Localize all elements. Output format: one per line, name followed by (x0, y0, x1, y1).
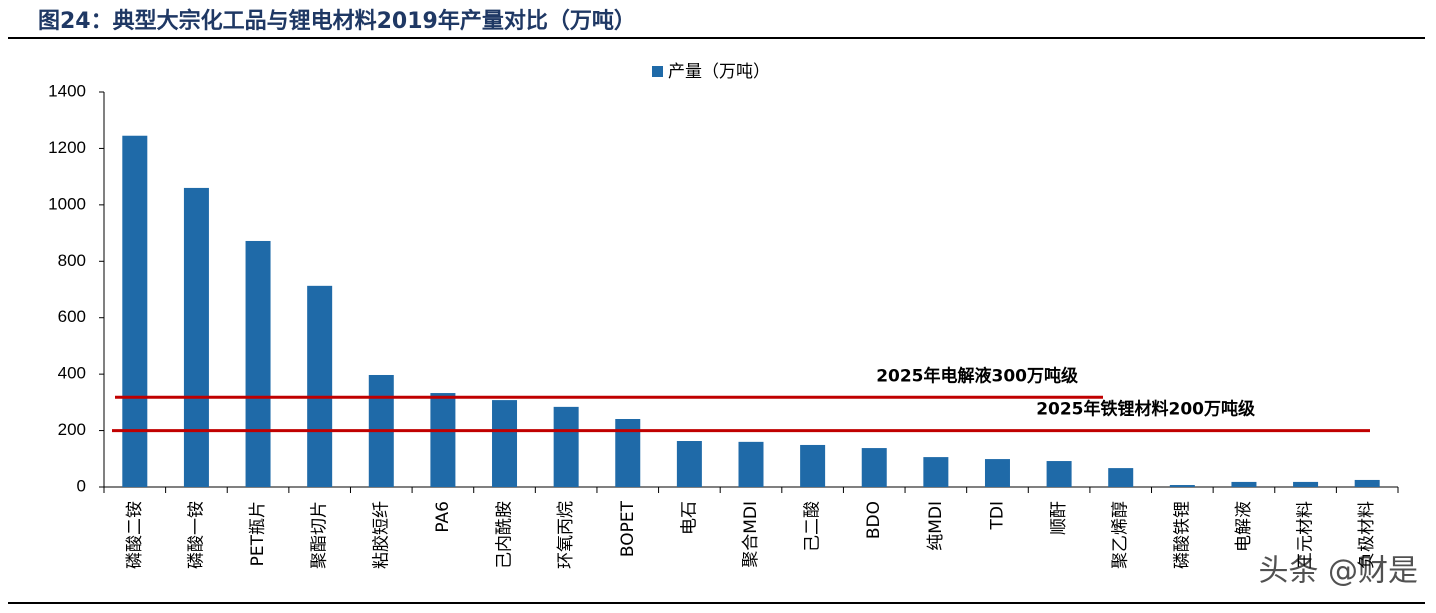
x-tick-label: 粘胶短纤 (371, 501, 391, 569)
x-tick-label: 己二酸 (803, 501, 823, 552)
bar (430, 393, 456, 487)
bar (861, 448, 887, 487)
y-tick-label: 0 (77, 476, 86, 495)
x-tick-label: 聚酯切片 (310, 501, 330, 569)
watermark: 头条 @财是 (1258, 554, 1418, 589)
bar (984, 459, 1010, 487)
x-tick-label: 顺酐 (1049, 501, 1069, 535)
y-tick-label: 1400 (48, 81, 86, 100)
reference-label: 2025年电解液300万吨级 (876, 365, 1078, 386)
bar (307, 285, 333, 487)
bar (1354, 479, 1380, 487)
x-tick-label: 负极材料 (1357, 501, 1377, 569)
x-tick-label: 聚合MDI (741, 501, 761, 568)
bar (492, 400, 518, 487)
x-tick-label: BOPET (618, 500, 638, 557)
bar (553, 406, 579, 487)
x-tick-label: 磷酸铁锂 (1172, 501, 1192, 569)
y-tick-label: 200 (58, 420, 86, 439)
y-tick-label: 400 (58, 364, 86, 383)
x-tick-label: 聚乙烯醇 (1111, 501, 1131, 569)
x-tick-label: 纯MDI (926, 501, 946, 551)
x-tick-label: TDI (987, 501, 1007, 531)
bar (738, 441, 764, 487)
bar (923, 457, 949, 487)
x-tick-label: 磷酸二铵 (125, 501, 145, 569)
bar (800, 444, 826, 487)
x-tick-label: PET瓶片 (248, 501, 268, 566)
x-tick-label: 磷酸一铵 (186, 501, 206, 569)
bar (1108, 468, 1134, 487)
y-tick-label: 1000 (48, 194, 86, 213)
reference-label: 2025年铁锂材料200万吨级 (1036, 399, 1255, 420)
bar (183, 187, 209, 487)
x-tick-label: BDO (864, 501, 884, 539)
y-tick-label: 600 (58, 307, 86, 326)
x-tick-label: 己内酰胺 (495, 501, 515, 569)
x-tick-label: 环氧丙烷 (556, 501, 576, 569)
bar (122, 135, 148, 487)
x-tick-label: 电解液 (1234, 501, 1254, 552)
bar (245, 240, 271, 487)
legend-swatch (652, 66, 663, 77)
bar (676, 441, 702, 487)
y-tick-label: 800 (58, 251, 86, 270)
x-tick-label: 三元材料 (1296, 501, 1316, 569)
bar (1293, 481, 1319, 487)
y-tick-label: 1200 (48, 138, 86, 157)
bar (1231, 481, 1257, 487)
x-tick-label: 电石 (679, 501, 699, 535)
bar (1169, 485, 1195, 487)
chart-title: 图24：典型大宗化工品与锂电材料2019年产量对比（万吨） (38, 8, 636, 34)
legend-label: 产量（万吨） (668, 62, 770, 82)
bar (1046, 461, 1072, 487)
x-tick-label: PA6 (433, 501, 453, 533)
